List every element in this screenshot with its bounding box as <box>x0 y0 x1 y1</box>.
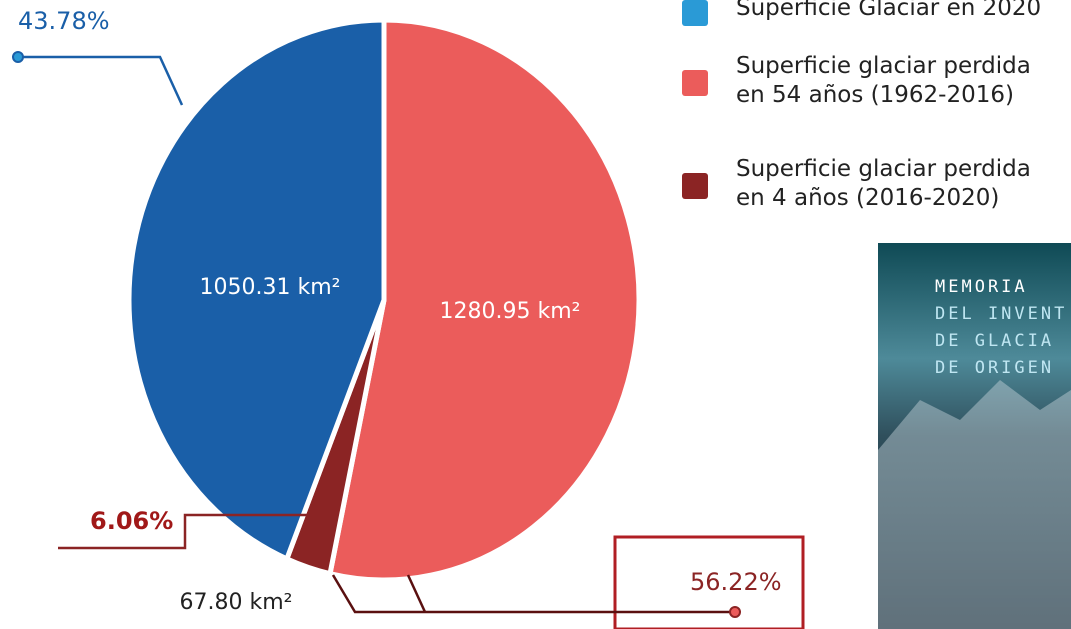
percent-label: 43.78% <box>18 7 110 35</box>
value-label: 1280.95 km² <box>440 299 581 324</box>
value-label: 67.80 km² <box>180 590 293 615</box>
leader-line <box>331 574 735 614</box>
percent-label: 6.06% <box>90 507 173 535</box>
cover-text: MEMORIA <box>935 277 1028 297</box>
legend-label: Superficie glaciar perdida en 4 años (20… <box>736 156 1031 211</box>
cover-text: DE GLACIA <box>935 331 1054 351</box>
mountains <box>878 380 1071 629</box>
leader-dot <box>12 51 24 63</box>
value-label: 1050.31 km² <box>200 275 341 300</box>
percent-label: 56.22% <box>690 568 782 596</box>
leader-line <box>18 55 184 106</box>
pie-slice <box>126 17 387 562</box>
leader-line <box>406 574 427 613</box>
pie-slice <box>327 17 642 583</box>
leader-line <box>58 513 328 550</box>
legend-label: Superficie glaciar perdida en 54 años (1… <box>736 53 1031 108</box>
book-cover <box>878 243 1071 629</box>
legend-swatch <box>682 173 708 199</box>
legend-swatch <box>682 0 708 26</box>
cover-text: DEL INVENT <box>935 304 1067 324</box>
cover-text: DE ORIGEN <box>935 358 1054 378</box>
legend-swatch <box>682 70 708 96</box>
leader-dot <box>729 606 741 618</box>
legend-label: Superficie Glaciar en 2020 <box>736 0 1042 21</box>
highlight-box <box>613 535 805 629</box>
